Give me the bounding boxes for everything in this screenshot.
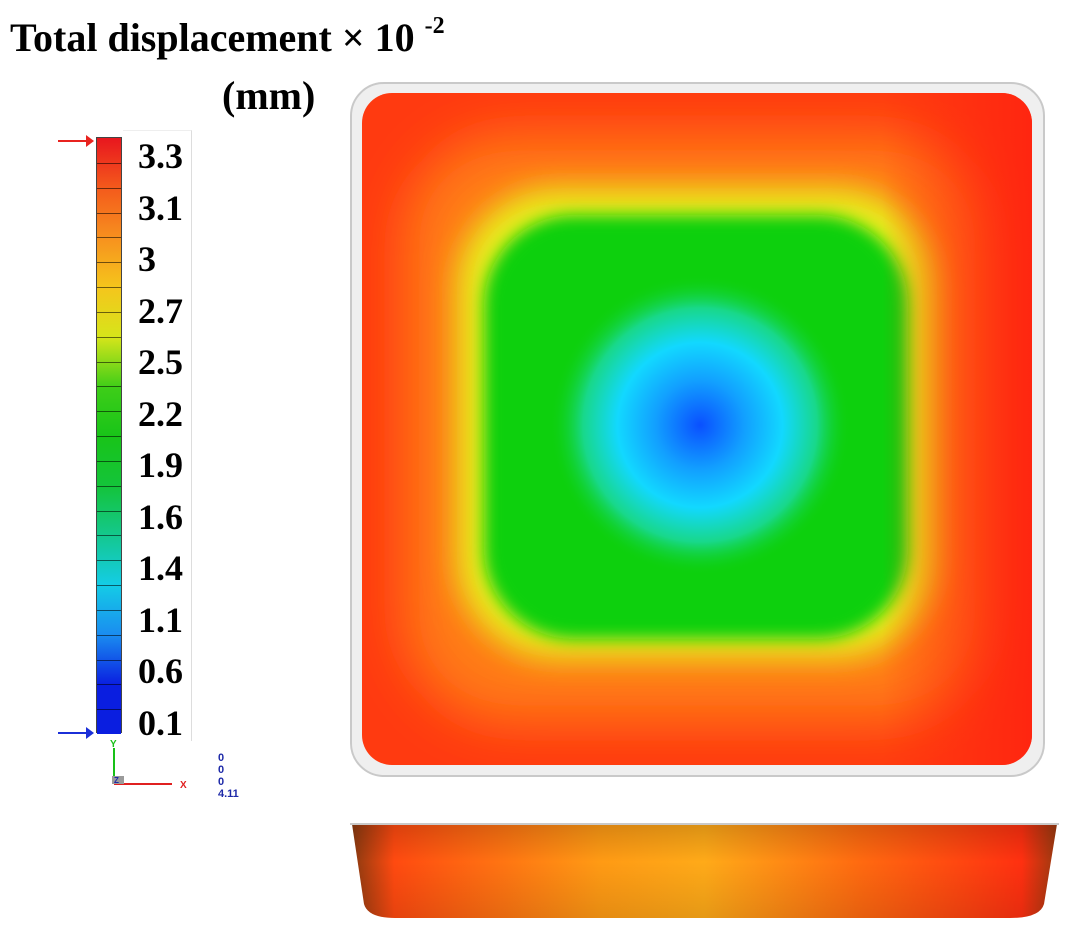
legend-value-label: 3: [138, 239, 156, 279]
coordinate-readout-value: 0: [218, 752, 225, 764]
legend-tick: [97, 361, 121, 363]
displacement-contour-side-view: [350, 823, 1059, 918]
max-marker-arrow: [58, 135, 94, 147]
legend-tick: [97, 460, 121, 462]
legend-value-label: 2.7: [138, 290, 183, 331]
coordinate-readout-value: 0: [218, 776, 225, 788]
legend-tick: [97, 386, 121, 388]
legend-tick: [97, 287, 121, 288]
legend-tick: [97, 336, 121, 338]
units-label: (mm): [222, 73, 316, 118]
legend-value-label: 0.6: [138, 651, 183, 691]
displacement-contour-top-view: [362, 93, 1032, 765]
legend-value-label: 1.6: [138, 496, 183, 537]
y-axis-label: Y: [110, 739, 117, 750]
legend-value-label: 3.3: [138, 136, 183, 176]
z-axis-label: Z: [114, 776, 119, 785]
legend-value-label: 3.1: [138, 187, 183, 228]
x-axis-label: X: [180, 780, 187, 791]
title-exponent: -2: [424, 12, 445, 39]
legend-tick: [97, 311, 121, 313]
axis-triad: Y X Z: [110, 739, 187, 791]
legend-tick: [97, 634, 121, 636]
blue-center-zone: [550, 275, 850, 575]
min-marker-arrow: [58, 727, 94, 739]
legend-value-label: 1.1: [138, 599, 183, 640]
title-text: Total displacement × 10: [10, 15, 415, 60]
legend-value-label: 2.5: [138, 342, 183, 382]
legend-tick: [97, 659, 121, 661]
right-edge-red: [882, 93, 1032, 765]
legend-value-label: 1.9: [138, 445, 183, 485]
legend-tick: [97, 585, 121, 586]
legend-tick: [97, 510, 121, 512]
legend-value-label: 0.1: [138, 702, 183, 743]
legend-tick: [97, 535, 121, 537]
coordinate-readout-value: 4.11: [218, 788, 239, 800]
z-axis-marker: [112, 776, 124, 784]
legend-tick: [97, 709, 121, 711]
legend-tick: [97, 187, 121, 189]
legend-tick: [97, 485, 121, 487]
legend-tick: [97, 684, 121, 686]
legend-tick: [97, 237, 121, 239]
coordinate-readout-value: 0: [218, 764, 225, 776]
legend-tick: [97, 262, 121, 264]
legend-tick: [97, 162, 121, 164]
legend-value-label: 1.4: [138, 548, 183, 588]
side-shading: [352, 824, 1057, 918]
legend-tick: [97, 436, 121, 437]
colorbar-title: Total displacement × 10 -2: [10, 12, 445, 61]
legend-tick: [97, 609, 121, 611]
legend-frame: [123, 130, 192, 741]
legend-tick: [97, 411, 121, 413]
legend-tick: [97, 212, 121, 214]
legend-color-bar: [96, 137, 122, 735]
legend-tick: [97, 560, 121, 562]
legend-value-label: 2.2: [138, 393, 183, 434]
